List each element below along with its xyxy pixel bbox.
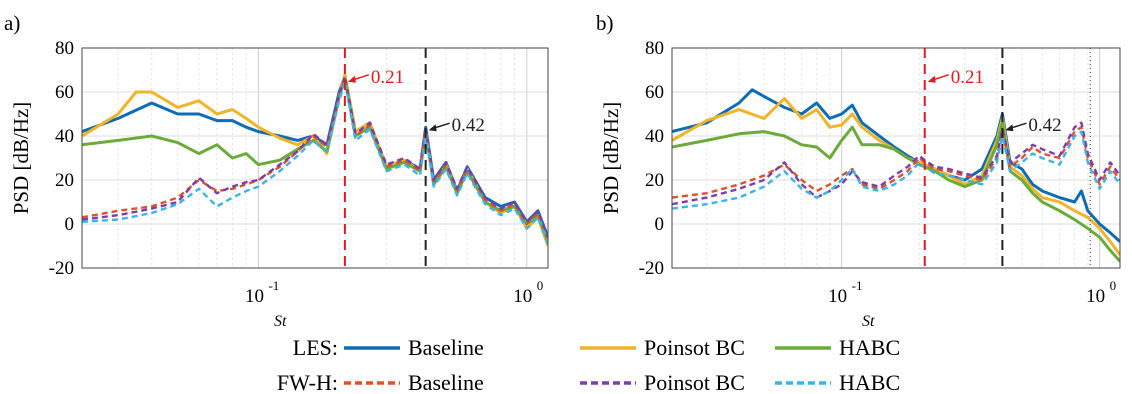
y-tick-label: 80 — [55, 38, 74, 59]
vline-label: 0.21 — [371, 67, 404, 88]
legend: LES: Baseline Poinsot BC HABC FW-H: Baseline P… — [277, 335, 900, 394]
series-line-fwh-habc — [672, 130, 1120, 210]
x-tick-label: 10 — [245, 286, 264, 307]
y-tick-label: 80 — [645, 38, 664, 59]
series-line-les-poinsot — [82, 72, 548, 247]
x-axis-label: St — [862, 313, 875, 330]
chart-panel-a: 0.21 0.42 -20 0 20 40 60 80 10 -1 10 0 a) PSD [dB/Hz]… — [4, 11, 549, 330]
y-tick-label: 20 — [645, 170, 664, 191]
vline-arrow-head — [428, 124, 437, 132]
legend-entry-label: Baseline — [408, 335, 484, 360]
series-line-fwh-poinsot — [672, 121, 1120, 206]
vline-label: 0.42 — [1028, 115, 1061, 136]
legend-entry-label: Poinsot BC — [644, 335, 745, 360]
axes-box — [671, 47, 1121, 269]
vline-arrow-head — [1005, 124, 1014, 132]
x-tick-exponent: -1 — [268, 278, 279, 293]
series-group — [82, 72, 548, 247]
y-tick-label: 20 — [55, 170, 74, 191]
panel-label: a) — [4, 11, 20, 35]
x-tick-exponent: 0 — [1110, 278, 1117, 293]
legend-entry-label: HABC — [839, 370, 900, 394]
vline-label: 0.42 — [452, 115, 485, 136]
x-tick-label: 10 — [828, 286, 847, 307]
legend-row-label: LES: — [293, 335, 338, 360]
series-line-les-habc — [672, 121, 1120, 263]
y-tick-label: 40 — [55, 126, 74, 147]
legend-entry-label: HABC — [839, 335, 900, 360]
y-tick-label: 0 — [65, 214, 75, 235]
series-group — [672, 88, 1120, 263]
y-axis-label: PSD [dB/Hz] — [599, 102, 623, 215]
legend-row-label: FW-H: — [277, 370, 338, 394]
x-tick-label: 10 — [513, 286, 532, 307]
x-tick-exponent: 0 — [537, 278, 544, 293]
y-tick-label: -20 — [49, 258, 74, 279]
y-tick-label: -20 — [639, 258, 664, 279]
x-axis-label: St — [274, 313, 287, 330]
legend-entry-label: Poinsot BC — [644, 370, 745, 394]
series-line-fwh-habc — [82, 79, 548, 245]
y-tick-label: 0 — [655, 214, 665, 235]
axes-box — [81, 47, 549, 269]
vline-arrow-head — [927, 75, 936, 83]
y-tick-label: 60 — [645, 82, 664, 103]
y-axis-label: PSD [dB/Hz] — [9, 102, 33, 215]
vline-arrow-head — [347, 75, 356, 83]
y-tick-label: 60 — [55, 82, 74, 103]
x-tick-exponent: -1 — [852, 278, 863, 293]
chart-panel-b: 0.21 0.42 -20 0 20 40 60 80 10 -1 10 0 b) PSD [dB/Hz]… — [596, 11, 1121, 330]
series-line-fwh-baseline — [672, 125, 1120, 199]
legend-entry-label: Baseline — [408, 370, 484, 394]
series-line-fwh-baseline — [82, 77, 548, 240]
vline-label: 0.21 — [951, 67, 984, 88]
panel-label: b) — [596, 11, 614, 35]
x-tick-label: 10 — [1086, 286, 1105, 307]
y-tick-label: 40 — [645, 126, 664, 147]
